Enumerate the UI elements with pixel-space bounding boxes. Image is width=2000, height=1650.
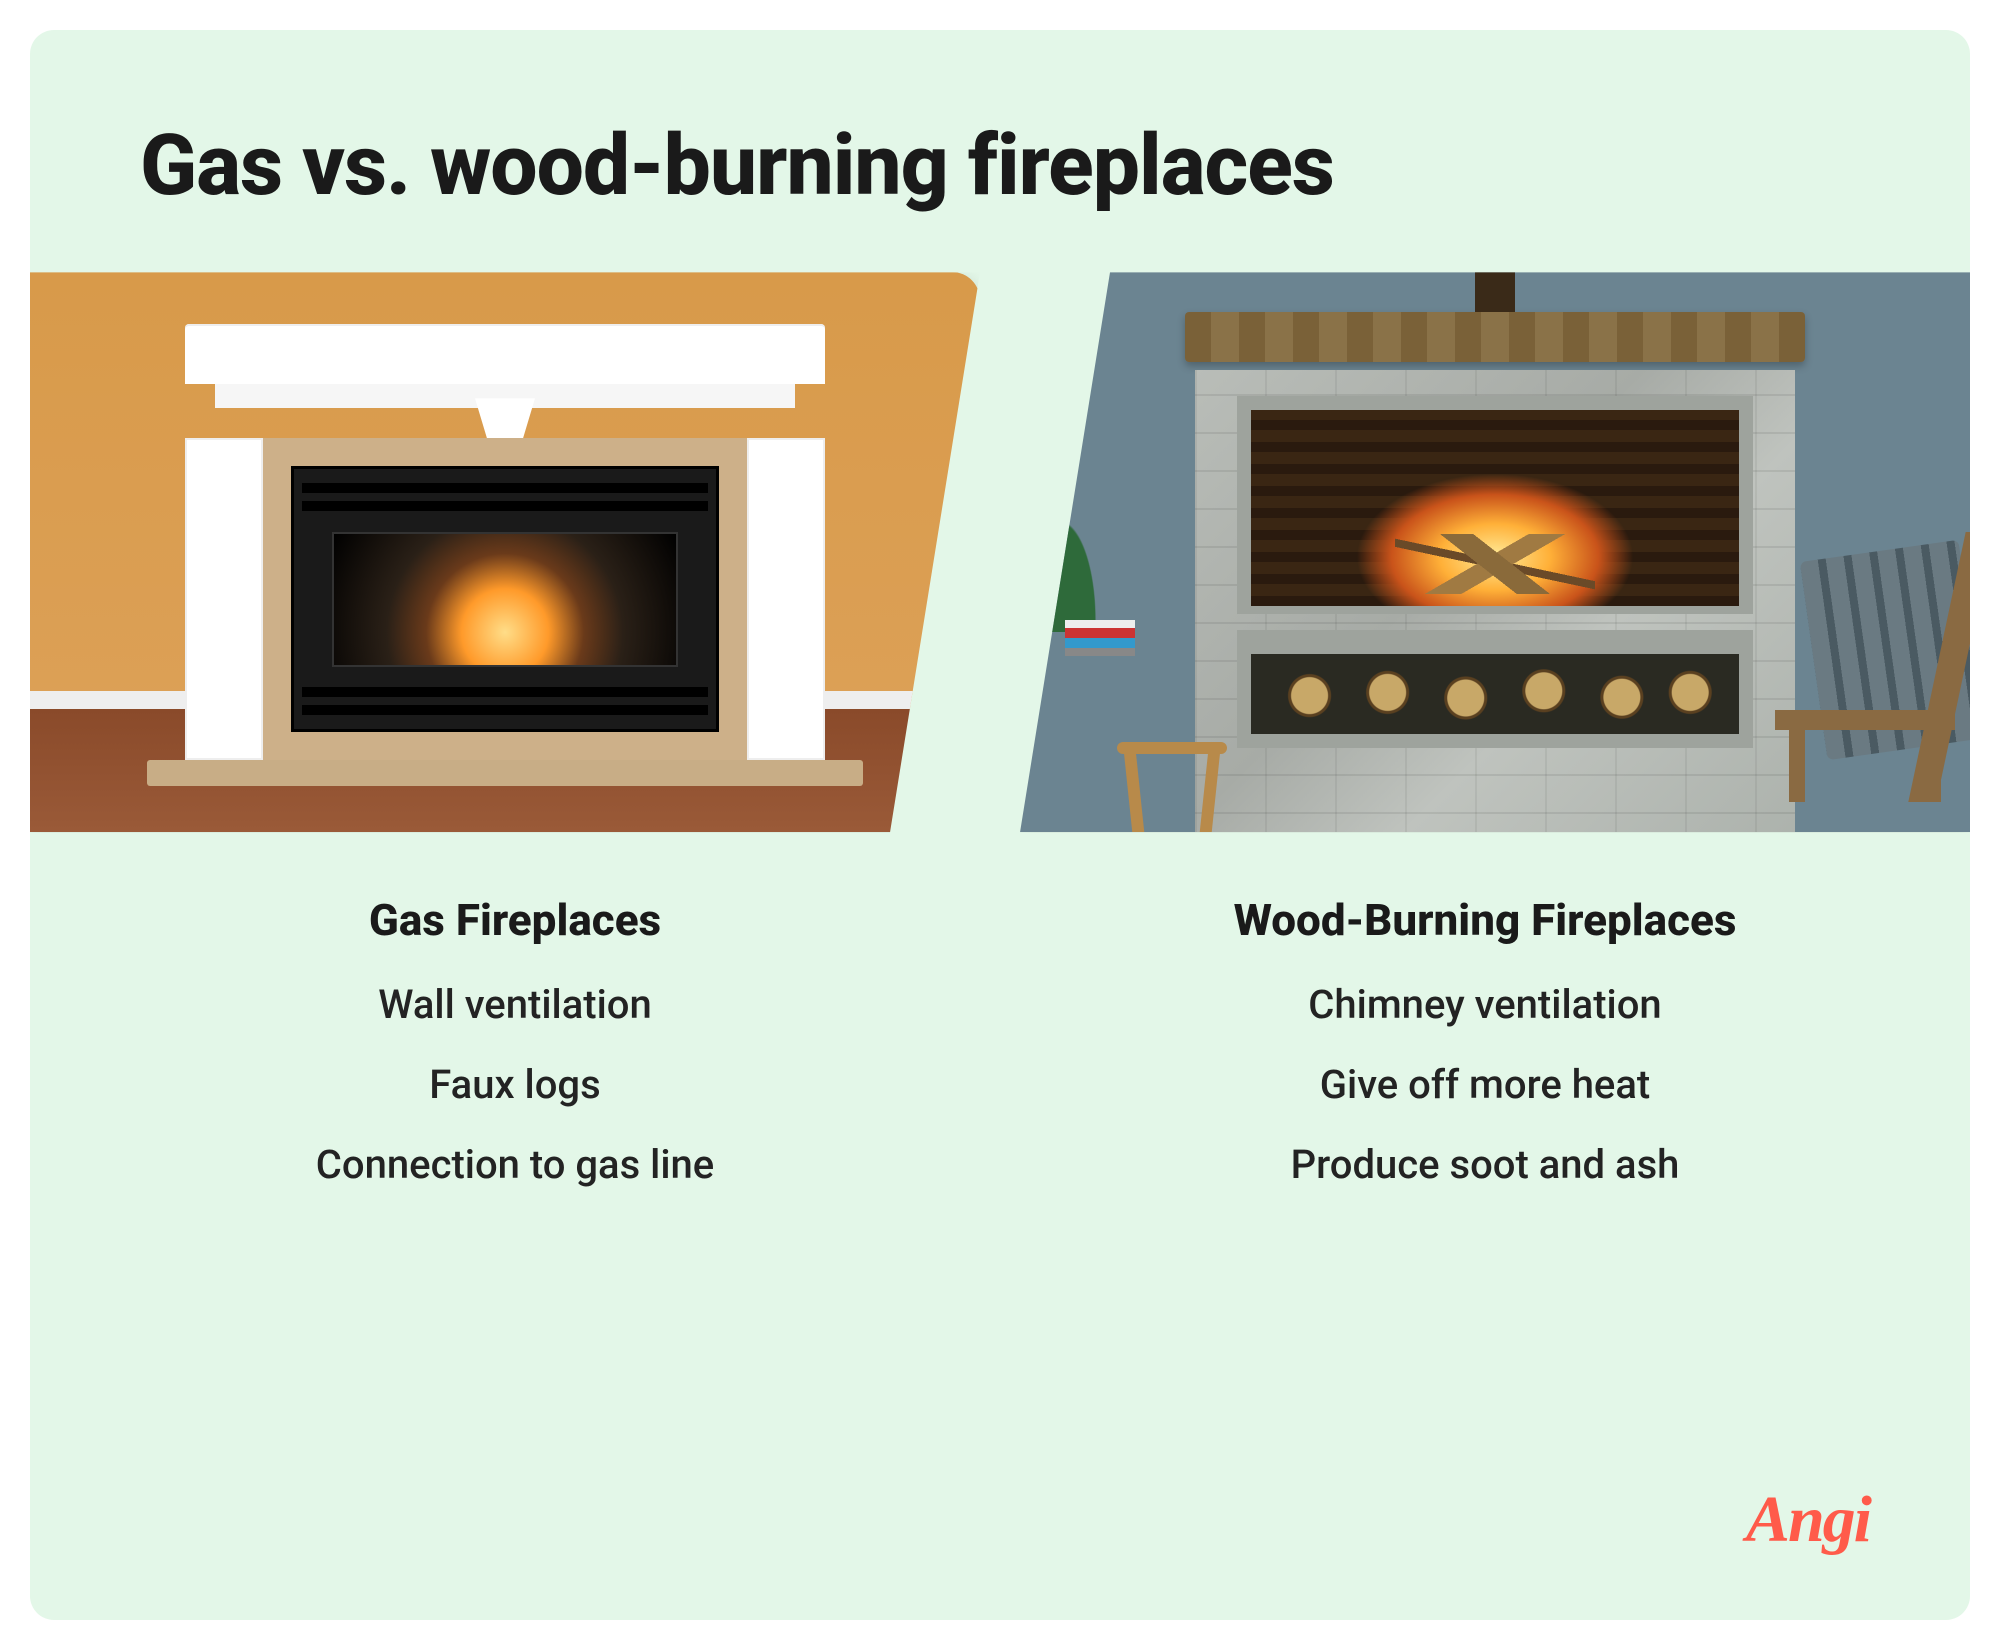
stool-icon [1117,742,1227,754]
flame-icon [332,532,678,667]
gas-details-column: Gas Fireplaces Wall ventilation Faux log… [30,894,1000,1218]
infographic-title: Gas vs. wood-burning fireplaces [30,30,1970,272]
feature-item: Connection to gas line [30,1138,1000,1192]
column-heading: Wood-Burning Fireplaces [1000,894,1970,946]
feature-item: Chimney ventilation [1000,978,1970,1032]
books-icon [1065,620,1135,656]
brand-logo: Angi [1746,1482,1870,1558]
gas-fireplace-image [30,272,980,832]
armchair-icon [1755,532,1965,802]
feature-item: Produce soot and ash [1000,1138,1970,1192]
wood-fireplace-image [1020,272,1970,832]
wood-scene-illustration [1020,272,1970,832]
feature-item: Faux logs [30,1058,1000,1112]
lantern-icon [1475,272,1515,312]
images-row [30,272,1970,832]
feature-item: Give off more heat [1000,1058,1970,1112]
log-storage-icon [1237,630,1753,748]
gas-scene-illustration [30,272,980,832]
plant-icon [1020,512,1099,632]
column-heading: Gas Fireplaces [30,894,1000,946]
feature-item: Wall ventilation [30,978,1000,1032]
details-row: Gas Fireplaces Wall ventilation Faux log… [30,832,1970,1218]
wood-details-column: Wood-Burning Fireplaces Chimney ventilat… [1000,894,1970,1218]
gas-firebox-icon [291,466,719,732]
wood-firebox-icon [1237,396,1753,614]
infographic-card: Gas vs. wood-burning fireplaces [30,30,1970,1620]
